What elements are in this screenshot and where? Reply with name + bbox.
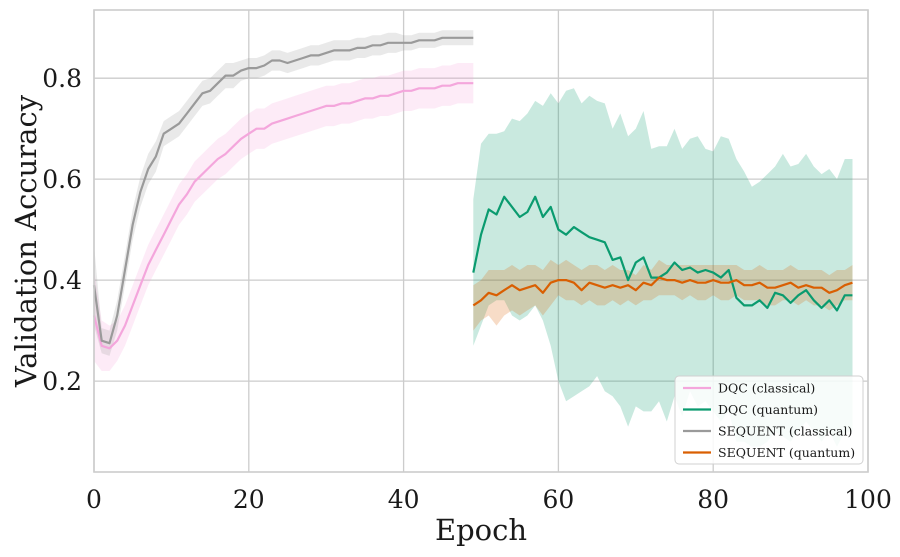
x-tick-labels: 0 20 40 60 80 100	[86, 485, 892, 514]
dqc-classical-line	[92, 82, 474, 350]
y-tick-labels: 0.2 0.4 0.6 0.8	[42, 64, 82, 396]
legend: DQC (classical) DQC (quantum) SEQUENT (cla…	[674, 375, 864, 465]
legend-label: SEQUENT (quantum)	[718, 445, 855, 460]
sequent-classical-line	[92, 36, 474, 345]
legend-box	[674, 375, 864, 465]
legend-label: DQC (classical)	[718, 381, 815, 396]
y-tick-label: 0.8	[42, 64, 82, 93]
y-tick-label: 0.4	[42, 266, 82, 295]
x-tick-label: 80	[697, 485, 729, 514]
legend-label: DQC (quantum)	[718, 402, 818, 417]
dqc-quantum-line	[472, 195, 853, 312]
sequent-quantum-line	[472, 276, 853, 307]
y-axis-title: Validation Accuracy	[9, 94, 43, 388]
x-tick-label: 20	[233, 485, 265, 514]
plot-frame	[93, 9, 869, 473]
y-tick-label: 0.2	[42, 367, 82, 396]
x-tick-label: 60	[542, 485, 574, 514]
dqc-classical-band	[94, 63, 474, 371]
y-tick-label: 0.6	[42, 165, 82, 194]
series-lines	[92, 36, 853, 350]
sequent-quantum-band	[473, 259, 853, 331]
legend-label: SEQUENT (classical)	[718, 424, 852, 439]
x-tick-label: 0	[86, 485, 102, 514]
x-tick-label: 100	[844, 485, 892, 514]
dqc-quantum-band	[473, 88, 853, 447]
x-axis-title: Epoch	[435, 513, 527, 547]
x-tick-label: 40	[388, 485, 420, 514]
